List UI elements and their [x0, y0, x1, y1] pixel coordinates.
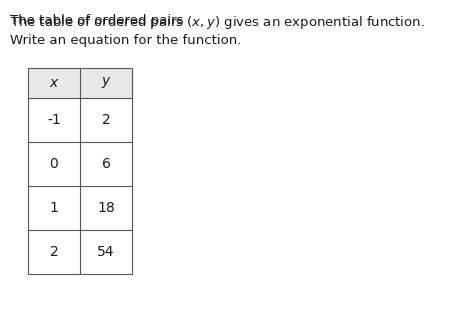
Text: 2: 2 — [50, 245, 58, 259]
Text: 2: 2 — [101, 113, 110, 127]
Text: 0: 0 — [50, 157, 58, 171]
Bar — [28, 68, 132, 274]
Bar — [28, 68, 132, 98]
Text: The table of ordered pairs: The table of ordered pairs — [10, 14, 188, 27]
Text: 1: 1 — [50, 201, 58, 215]
Text: $y$: $y$ — [100, 75, 111, 90]
Text: Write an equation for the function.: Write an equation for the function. — [10, 34, 241, 47]
Text: 18: 18 — [97, 201, 115, 215]
Text: -1: -1 — [47, 113, 61, 127]
Text: 54: 54 — [97, 245, 115, 259]
Text: 6: 6 — [101, 157, 110, 171]
Text: The table of ordered pairs $(x, y)$ gives an exponential function.: The table of ordered pairs $(x, y)$ give… — [10, 14, 425, 31]
Text: $x$: $x$ — [49, 76, 59, 90]
